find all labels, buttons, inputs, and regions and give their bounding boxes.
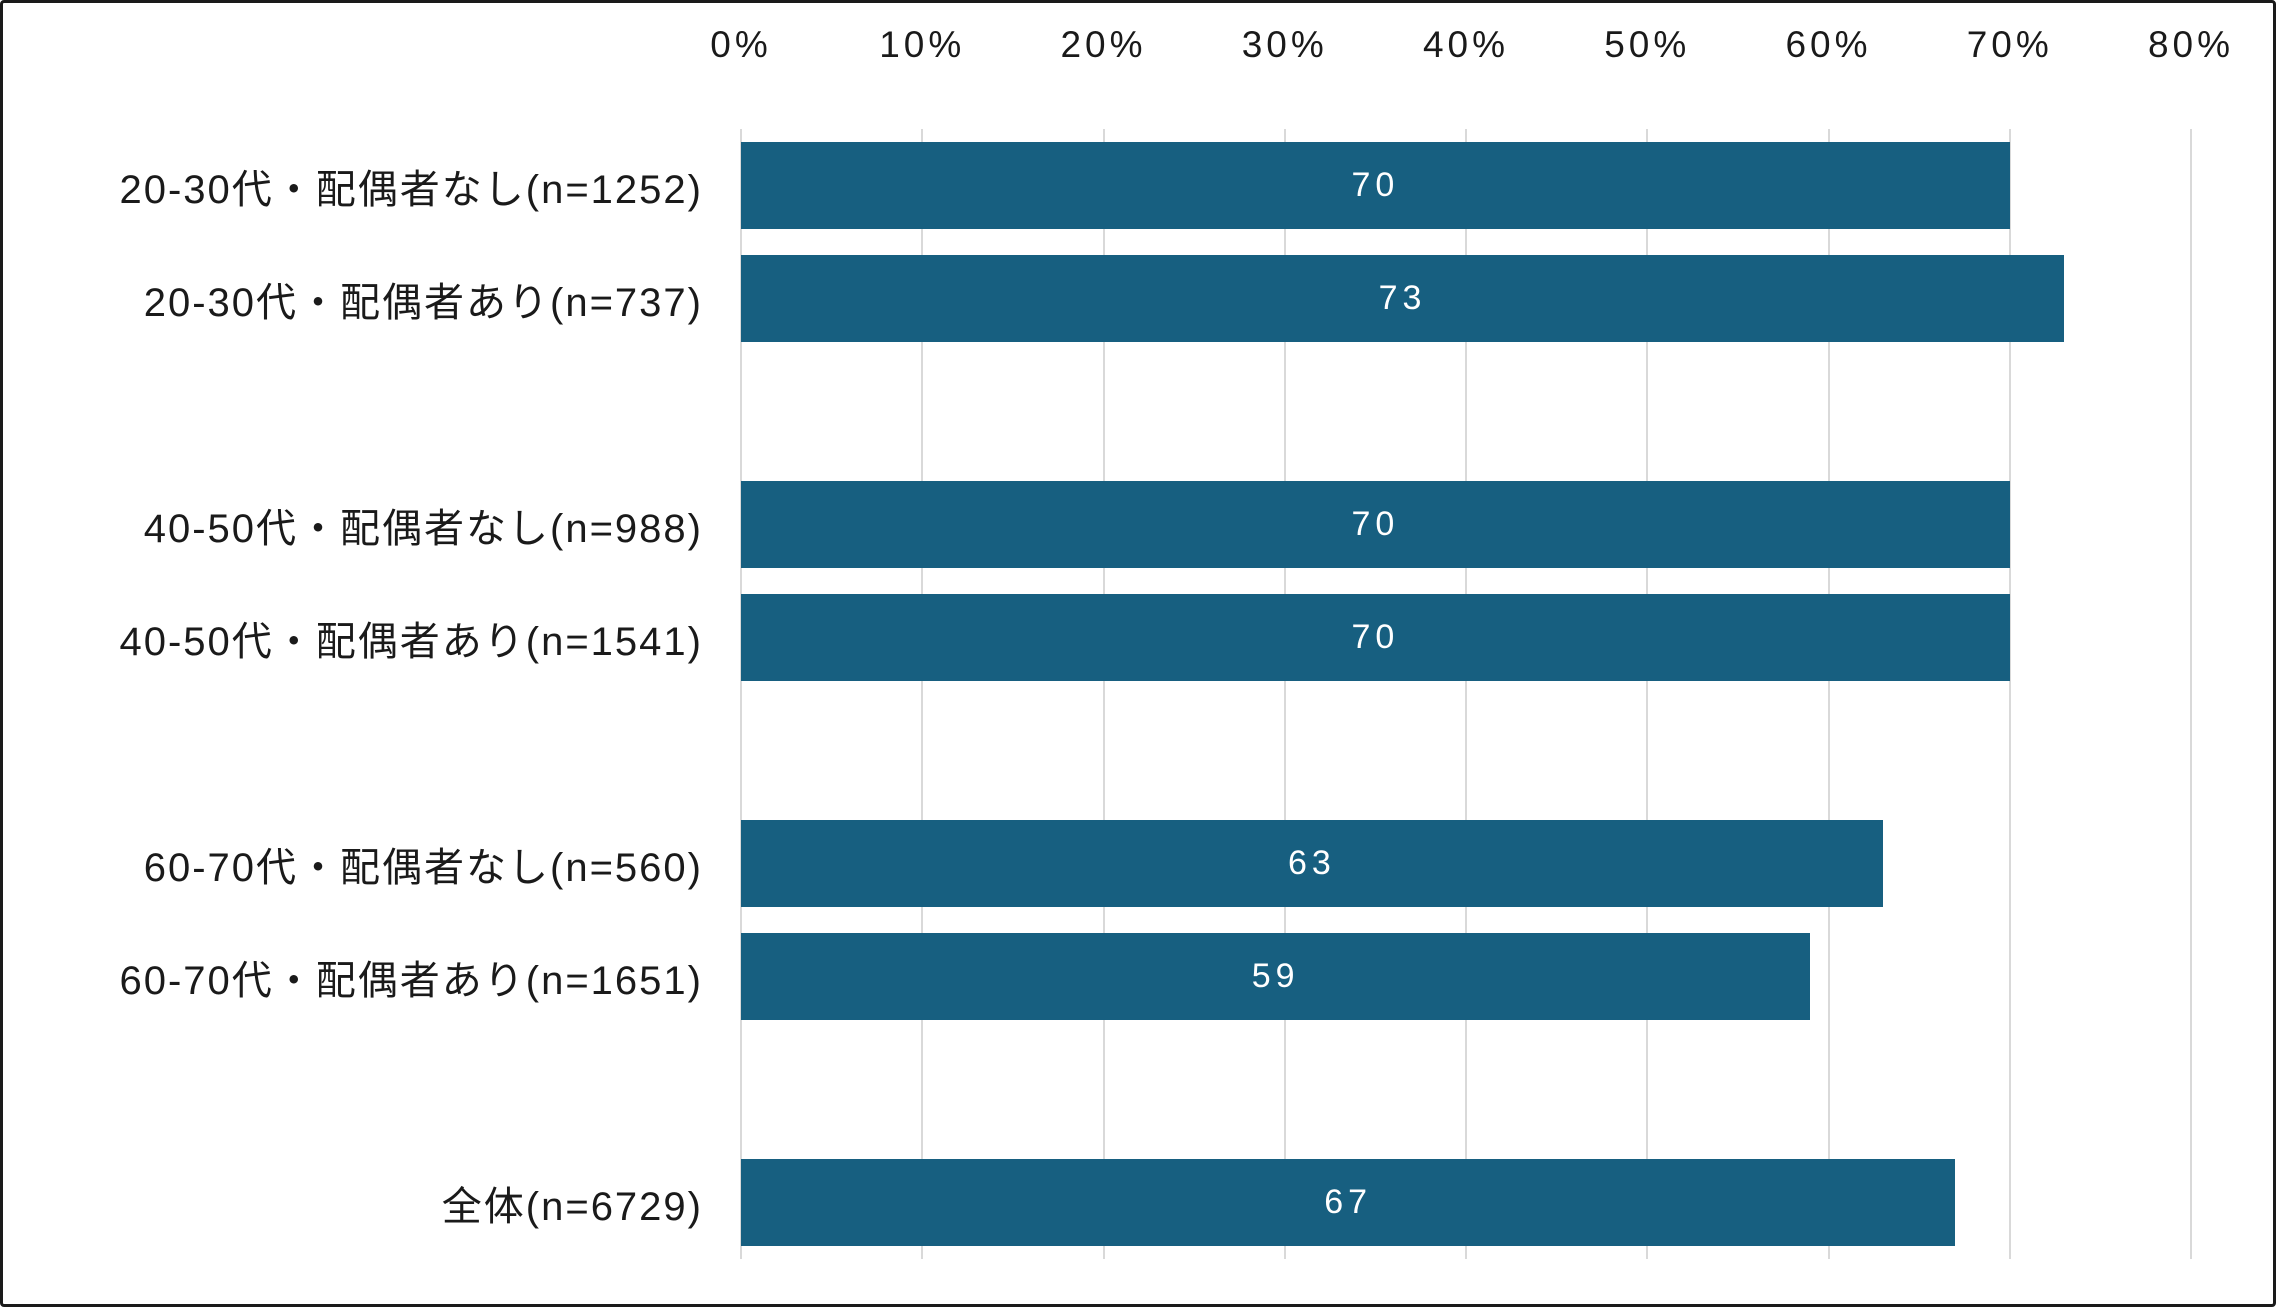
x-axis-tick-label: 0%	[710, 24, 772, 65]
x-axis-tick-label: 70%	[1966, 24, 2053, 65]
gridline	[1465, 129, 1467, 1259]
gridline	[2008, 129, 2011, 1259]
category-label: 40-50代・配偶者あり(n=1541)	[119, 619, 703, 664]
x-axis-tick-label: 80%	[2147, 24, 2235, 65]
bar-value-label: 73	[1378, 279, 1427, 317]
x-axis-tick-label: 10%	[879, 24, 966, 65]
bar-value-label: 70	[1351, 505, 1400, 543]
bar: 70	[741, 142, 2010, 229]
gridline	[1646, 129, 1649, 1259]
bar: 63	[741, 820, 1883, 907]
category-label: 60-70代・配偶者あり(n=1651)	[119, 958, 703, 1003]
x-axis-tick-label: 50%	[1604, 24, 1691, 65]
bar-value-label: 70	[1351, 618, 1400, 656]
bar: 70	[741, 481, 2010, 568]
category-label: 60-70代・配偶者なし(n=560)	[143, 845, 703, 890]
bar-value-label: 67	[1324, 1183, 1373, 1221]
bar: 70	[741, 594, 2010, 681]
category-label: 全体(n=6729)	[441, 1184, 703, 1229]
x-axis-tick-label: 60%	[1785, 24, 1872, 65]
bar-value-label: 63	[1288, 844, 1336, 882]
gridline	[921, 129, 924, 1259]
x-axis-tick-label: 30%	[1241, 24, 1328, 65]
gridline	[1827, 129, 1830, 1259]
category-label: 40-50代・配偶者なし(n=988)	[143, 506, 703, 551]
bar: 73	[741, 255, 2065, 342]
bar-value-label: 59	[1251, 957, 1300, 995]
gridline	[2190, 129, 2192, 1259]
x-axis-tick-label: 20%	[1060, 24, 1147, 65]
category-label: 20-30代・配偶者あり(n=737)	[143, 280, 703, 325]
gridline	[1102, 129, 1105, 1259]
bar-value-label: 70	[1351, 166, 1400, 204]
x-axis-tick-label: 40%	[1422, 24, 1510, 65]
bar: 59	[741, 933, 1811, 1020]
gridline	[740, 129, 742, 1259]
gridline	[1283, 129, 1286, 1259]
category-label: 20-30代・配偶者なし(n=1252)	[119, 167, 703, 212]
bar: 67	[741, 1159, 1956, 1246]
